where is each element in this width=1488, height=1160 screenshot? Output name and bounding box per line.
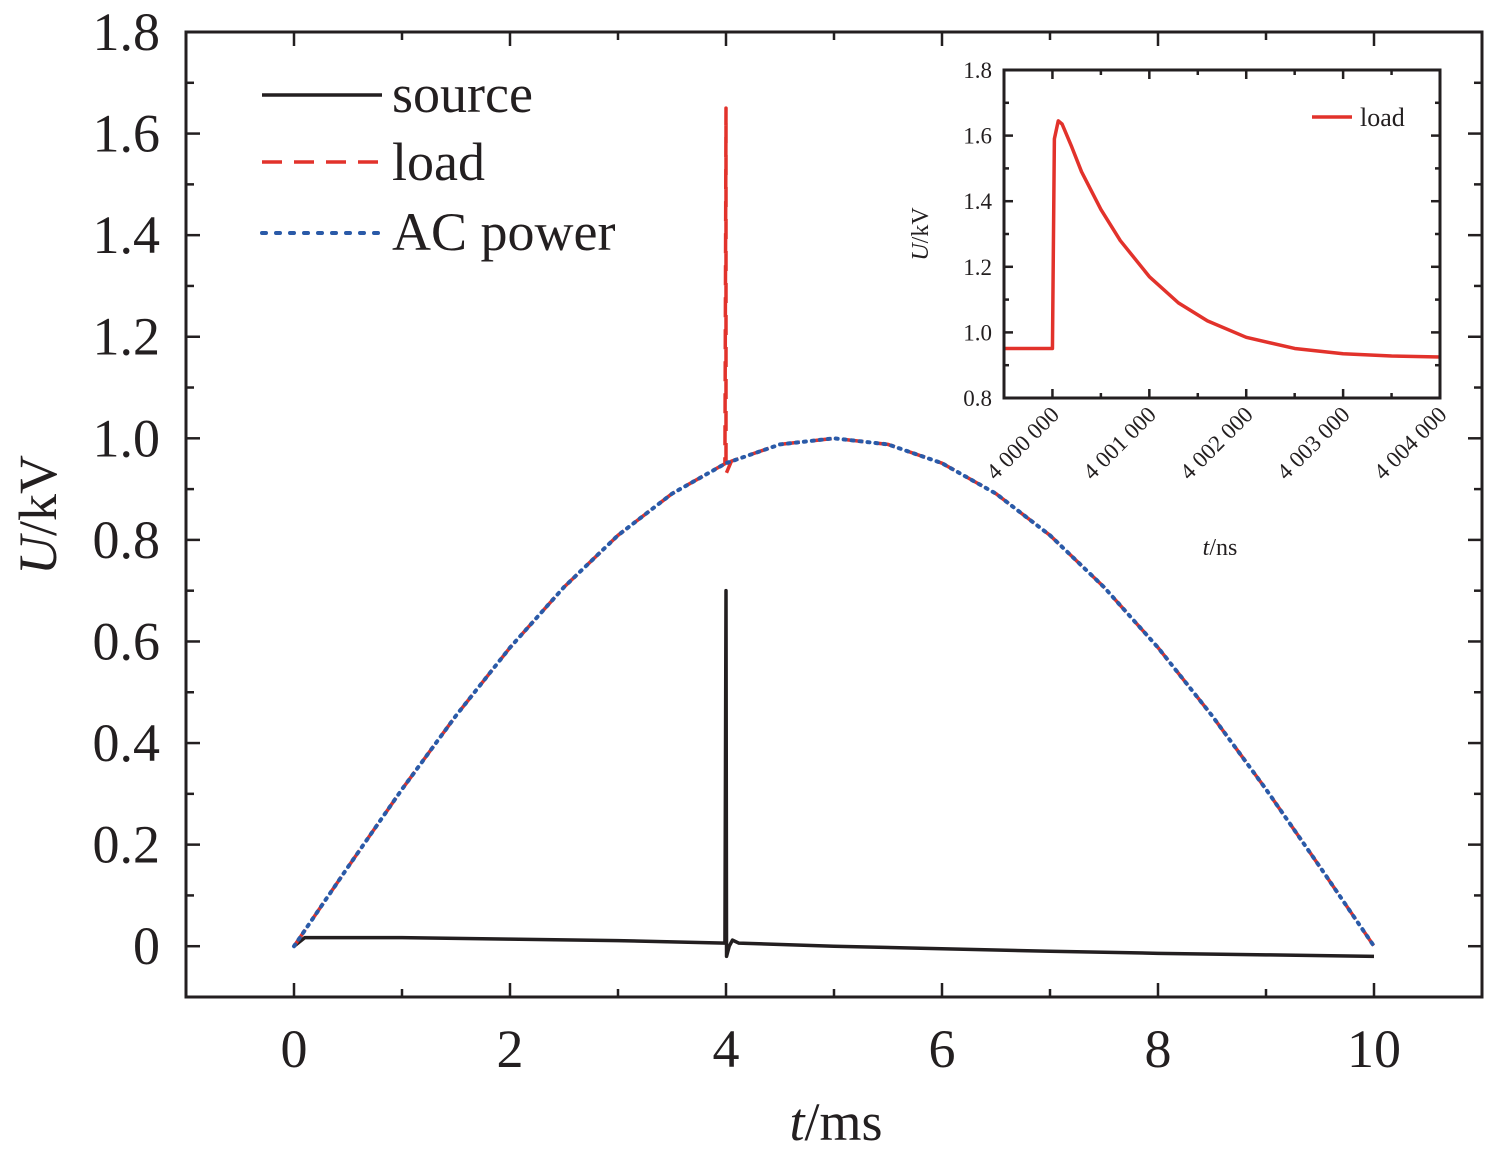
main-x-tick-label: 10 xyxy=(1347,1019,1401,1079)
main-x-tick-label: 8 xyxy=(1145,1019,1172,1079)
main-series-source xyxy=(292,588,1375,959)
main-y-tick-label: 0 xyxy=(133,916,160,976)
main-y-axis-title: U/kV xyxy=(8,455,68,575)
main-x-tick-label: 6 xyxy=(929,1019,956,1079)
inset-y-tick-label: 1.6 xyxy=(963,124,992,149)
inset-y-tick-label: 1.0 xyxy=(963,320,992,345)
main-x-tick-label: 0 xyxy=(281,1019,308,1079)
main-legend: source load AC power xyxy=(260,64,615,262)
inset-series-load xyxy=(1004,119,1440,359)
main-y-tick-label: 0.2 xyxy=(93,815,161,875)
inset-x-tick-label: 4 001 000 xyxy=(1078,402,1161,485)
main-x-tick-label: 4 xyxy=(713,1019,740,1079)
inset-legend: load xyxy=(1312,103,1405,132)
inset-y-axis-title: U/kV xyxy=(908,207,934,261)
main-y-tick-label: 1.0 xyxy=(93,408,161,468)
main-y-tick-label: 0.8 xyxy=(93,510,161,570)
inset-x-tick-label: 4 003 000 xyxy=(1272,402,1355,485)
inset-background xyxy=(1004,70,1440,398)
main-x-tick-label: 2 xyxy=(497,1019,524,1079)
main-y-tick-label: 0.6 xyxy=(93,611,161,671)
inset-x-tick-label: 4 002 000 xyxy=(1175,402,1258,485)
inset-series-group xyxy=(1004,119,1440,359)
inset-x-axis-title: t/ns xyxy=(1203,535,1238,561)
main-ticks: 0 2 4 6 8 10 0 0.2 0.4 0.6 0.8 1.0 1.2 1.4 1.6 1.8 xyxy=(93,2,1482,1079)
inset-y-tick-label: 1.2 xyxy=(963,255,992,280)
legend-label-ac-power: AC power xyxy=(392,202,615,262)
main-y-tick-label: 1.8 xyxy=(93,2,161,62)
inset-x-tick-label: 4 004 000 xyxy=(1369,402,1452,485)
main-y-tick-label: 1.2 xyxy=(93,307,161,367)
inset-x-tick-label: 4 000 000 xyxy=(981,402,1064,485)
main-series-group xyxy=(292,106,1376,959)
inset-y-tick-label: 1.8 xyxy=(963,58,992,83)
main-y-tick-label: 0.4 xyxy=(93,713,161,773)
main-y-tick-label: 1.4 xyxy=(93,205,161,265)
main-y-tick-label: 1.6 xyxy=(93,104,161,164)
legend-label-load: load xyxy=(392,132,485,192)
main-series-ac-power xyxy=(292,436,1376,949)
inset-chart: 4 000 000 4 001 000 4 002 000 4 003 000 4 00… xyxy=(908,58,1452,561)
main-chart: 0 2 4 6 8 10 0 0.2 0.4 0.6 0.8 1.0 1.2 1.4 1.6 1.8 t/ms… xyxy=(8,2,1484,1152)
inset-y-tick-label: 1.4 xyxy=(963,189,992,214)
inset-legend-label-load: load xyxy=(1360,103,1405,132)
main-x-axis-title: t/ms xyxy=(789,1092,882,1152)
inset-y-tick-label: 0.8 xyxy=(963,386,992,411)
legend-label-source: source xyxy=(392,64,533,124)
